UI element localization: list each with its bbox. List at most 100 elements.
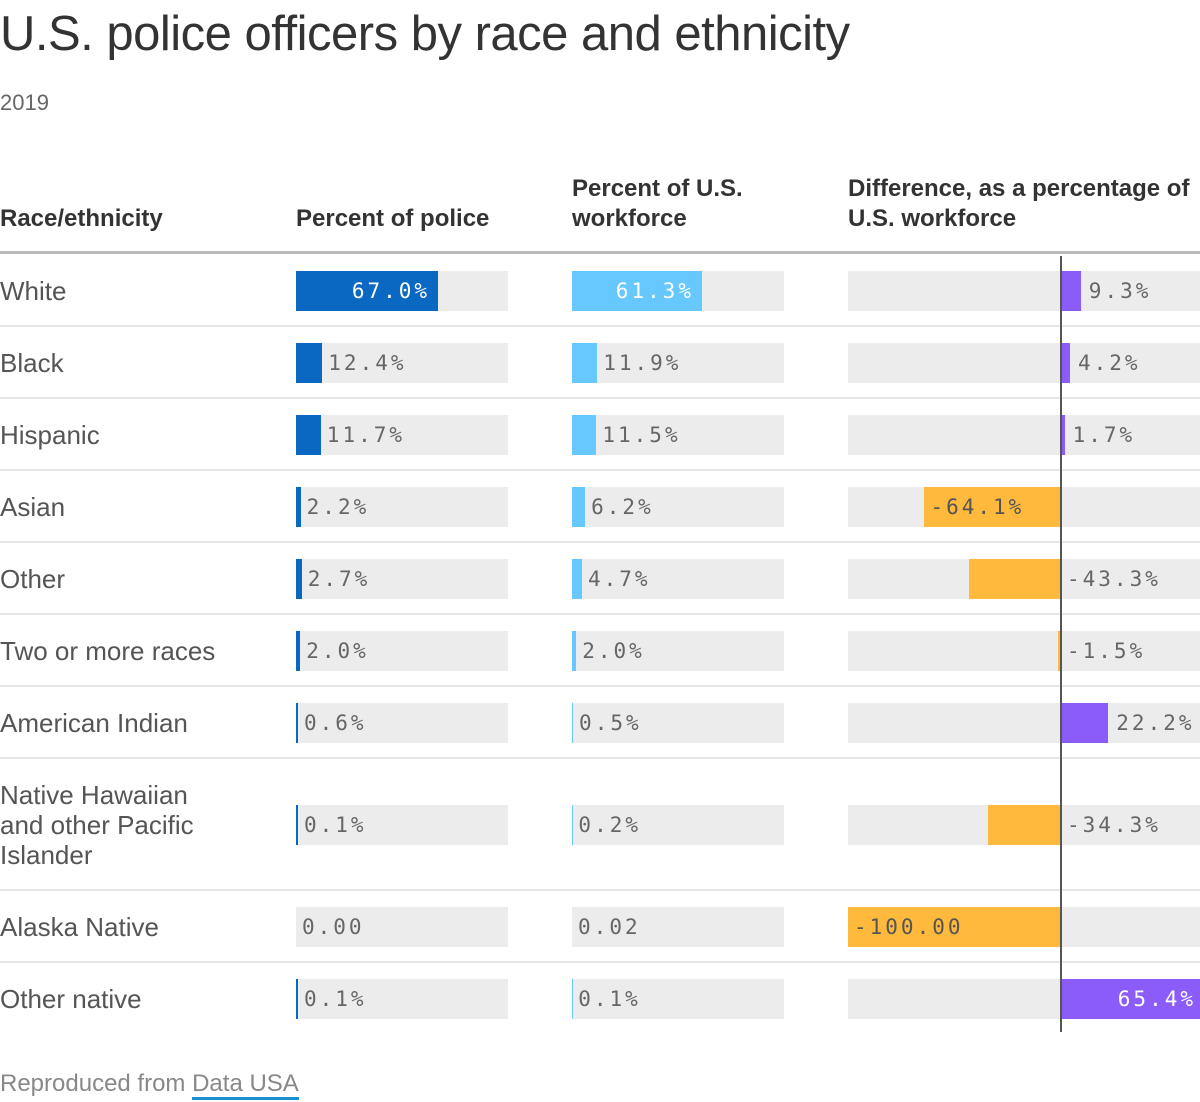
difference-bar — [1061, 703, 1109, 743]
workforce-bar — [572, 559, 582, 599]
difference-track: 22.2% — [848, 703, 1200, 743]
workforce-track: 61.3% — [572, 270, 784, 311]
police-track: 0.1% — [296, 979, 508, 1019]
row-label: Other native — [0, 984, 142, 1014]
workforce-value-label: 61.3% — [615, 278, 694, 303]
source-link[interactable]: Data USA — [192, 1070, 299, 1100]
workforce-value-label: 4.7% — [587, 567, 651, 591]
row-label: Other — [0, 564, 66, 594]
table-row: Alaska Native 0.00 0.02 -100.00 — [0, 891, 1200, 963]
difference-value-label: 4.2% — [1077, 351, 1141, 375]
police-bar — [296, 805, 298, 845]
row-label: Native Hawaiian and other Pacific Island… — [0, 780, 194, 870]
workforce-track: 0.1% — [572, 979, 784, 1019]
footer: Reproduced from Data USA — [0, 1070, 299, 1100]
difference-bar — [1061, 343, 1070, 383]
difference-bar — [848, 907, 1061, 947]
police-track: 2.2% — [296, 487, 508, 527]
row-label: Black — [0, 348, 64, 378]
difference-bar — [1061, 270, 1081, 311]
difference-track: -64.1% — [848, 487, 1200, 527]
table-row: Two or more races 2.0% 2.0% -1.5% — [0, 615, 1200, 687]
workforce-value-label: 6.2% — [591, 495, 654, 519]
row-label: Two or more races — [0, 636, 216, 666]
zero-line — [1060, 256, 1062, 1032]
workforce-value-label: 0.2% — [578, 813, 641, 837]
difference-track: 9.3% — [848, 270, 1200, 311]
row-label: Asian — [0, 492, 66, 522]
header-police: Percent of police — [296, 205, 490, 232]
police-value-label: 2.0% — [306, 639, 369, 663]
workforce-track: 0.02 — [572, 907, 784, 947]
workforce-bar — [572, 631, 577, 671]
difference-track: 65.4% — [848, 979, 1200, 1019]
header-rule — [0, 251, 1200, 254]
difference-bar — [1061, 415, 1065, 455]
police-bar — [296, 487, 301, 527]
table-row: White 67.0% 61.3% 9.3% — [0, 254, 1200, 327]
workforce-bar — [572, 415, 597, 455]
police-value-label: 11.7% — [326, 423, 406, 447]
workforce-value-label: 11.9% — [603, 351, 682, 375]
police-track: 0.1% — [296, 805, 508, 845]
workforce-track: 4.7% — [572, 559, 784, 599]
row-label: White — [0, 275, 67, 306]
difference-track: -1.5% — [848, 631, 1200, 671]
difference-value-label: -43.3% — [1067, 567, 1161, 591]
police-bar — [296, 979, 298, 1019]
police-value-label: 0.1% — [304, 813, 367, 837]
table-row: Hispanic 11.7% 11.5% 1.7% — [0, 399, 1200, 471]
difference-bar — [987, 805, 1061, 845]
police-bar — [296, 270, 439, 311]
header-difference: Difference, as a percentage of U.S. work… — [848, 175, 1190, 232]
chart-subtitle: 2019 — [0, 90, 49, 115]
police-value-label: 67.0% — [351, 278, 431, 303]
table-row: Other 2.7% 4.7% -43.3% — [0, 543, 1200, 615]
difference-bar — [1057, 631, 1061, 671]
difference-value-label: 22.2% — [1116, 711, 1195, 735]
row-label: Alaska Native — [0, 912, 159, 942]
workforce-track: 11.9% — [572, 343, 784, 383]
table-row: Asian 2.2% 6.2% -64.1% — [0, 471, 1200, 543]
police-bar — [296, 703, 298, 743]
police-bar — [296, 631, 301, 671]
workforce-track: 0.5% — [572, 703, 784, 743]
table-row: American Indian 0.6% 0.5% 22.2% — [0, 687, 1200, 759]
police-track: 2.7% — [296, 559, 508, 599]
difference-value-label: 1.7% — [1072, 423, 1136, 447]
workforce-value-label: 11.5% — [602, 423, 681, 447]
workforce-value-label: 0.1% — [578, 987, 641, 1011]
difference-track: -43.3% — [848, 559, 1200, 599]
workforce-value-label: 0.5% — [579, 711, 642, 735]
difference-value-label: 9.3% — [1088, 278, 1152, 303]
workforce-track: 6.2% — [572, 487, 784, 527]
footer-text: Reproduced from — [0, 1070, 193, 1097]
workforce-bar — [572, 487, 586, 527]
workforce-bar — [572, 343, 598, 383]
difference-value-label: 65.4% — [1117, 987, 1196, 1011]
police-value-label: 2.2% — [306, 495, 370, 519]
workforce-value-label: 0.02 — [578, 915, 641, 939]
difference-bar — [924, 487, 1061, 527]
police-track: 2.0% — [296, 631, 508, 671]
difference-bar — [1061, 979, 1200, 1019]
difference-track: -100.00 — [848, 907, 1200, 947]
police-track: 11.7% — [296, 415, 508, 455]
police-value-label: 0.00 — [302, 915, 365, 939]
police-value-label: 0.6% — [304, 711, 367, 735]
difference-value-label: -1.5% — [1067, 639, 1146, 663]
workforce-bar — [572, 703, 574, 743]
difference-track: -34.3% — [848, 805, 1200, 845]
police-value-label: 2.7% — [307, 567, 371, 591]
difference-value-label: -34.3% — [1067, 813, 1161, 837]
chart-title: U.S. police officers by race and ethnici… — [0, 7, 850, 61]
workforce-track: 2.0% — [572, 631, 784, 671]
police-bar — [296, 343, 323, 383]
row-label: American Indian — [0, 708, 188, 738]
row-label: Hispanic — [0, 420, 100, 450]
table-row: Native Hawaiian and other Pacific Island… — [0, 759, 1200, 891]
workforce-track: 11.5% — [572, 415, 784, 455]
police-track: 67.0% — [296, 270, 508, 311]
police-track: 12.4% — [296, 343, 508, 383]
police-track: 0.6% — [296, 703, 508, 743]
